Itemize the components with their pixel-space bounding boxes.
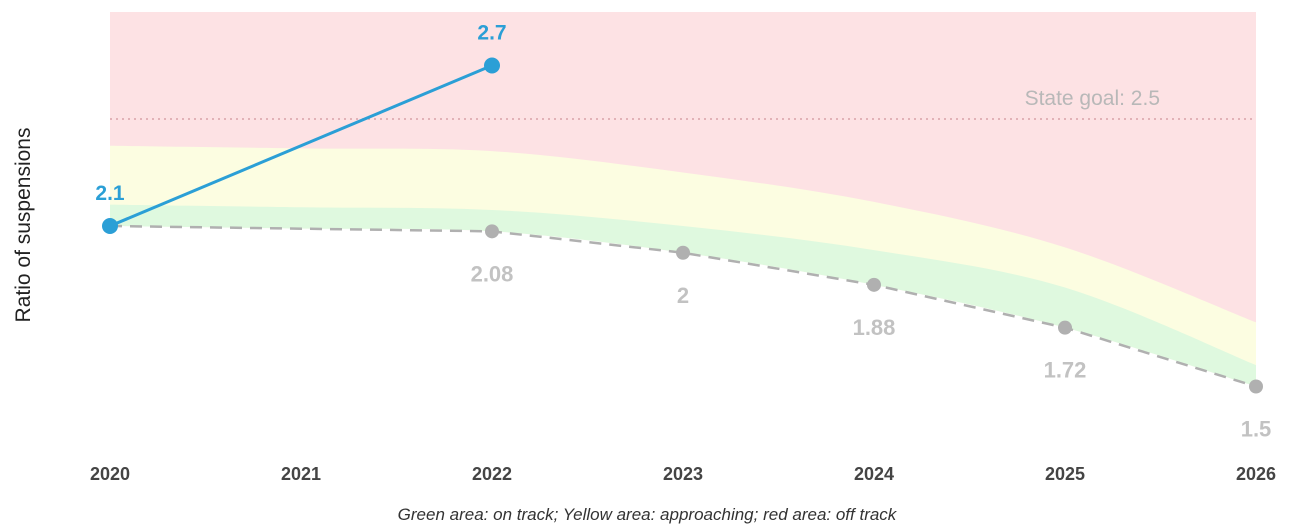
below-target-area bbox=[110, 226, 1256, 440]
x-tick-label: 2026 bbox=[1236, 464, 1276, 484]
series-lines: 2.08 2 1.88 1.72 1.5 2.1 2.7 bbox=[95, 22, 1271, 442]
state-goal-reference: State goal: 2.5 bbox=[110, 87, 1256, 120]
target-data-label: 2 bbox=[677, 283, 689, 308]
state-goal-label: State goal: 2.5 bbox=[1025, 87, 1160, 110]
target-data-label: 1.88 bbox=[853, 315, 896, 340]
actual-point bbox=[484, 57, 500, 74]
x-tick-label: 2024 bbox=[854, 464, 894, 484]
chart-caption: Green area: on track; Yellow area: appro… bbox=[397, 505, 897, 524]
target-point bbox=[1058, 320, 1072, 335]
actual-data-label: 2.1 bbox=[95, 182, 125, 205]
x-tick-label: 2022 bbox=[472, 464, 512, 484]
y-axis-label: Ratio of suspensions bbox=[12, 128, 35, 323]
actual-line bbox=[109, 64, 493, 228]
x-tick-label: 2023 bbox=[663, 464, 703, 484]
performance-bands bbox=[110, 12, 1256, 440]
target-data-label: 1.72 bbox=[1044, 358, 1087, 383]
target-point bbox=[485, 224, 499, 239]
actual-data-label: 2.7 bbox=[477, 22, 506, 45]
green-band bbox=[110, 204, 1256, 387]
yellow-band bbox=[110, 145, 1256, 387]
target-data-label: 2.08 bbox=[471, 261, 514, 286]
x-tick-label: 2020 bbox=[90, 464, 130, 484]
actual-point bbox=[102, 218, 118, 234]
x-axis-ticks: 2020 2021 2022 2023 2024 2025 2026 bbox=[90, 464, 1276, 484]
x-tick-label: 2021 bbox=[281, 464, 321, 484]
target-point bbox=[1249, 379, 1263, 394]
target-data-label: 1.5 bbox=[1241, 417, 1272, 442]
target-line bbox=[109, 224, 1257, 388]
x-tick-label: 2025 bbox=[1045, 464, 1085, 484]
target-point bbox=[676, 245, 690, 260]
target-point bbox=[867, 277, 881, 292]
